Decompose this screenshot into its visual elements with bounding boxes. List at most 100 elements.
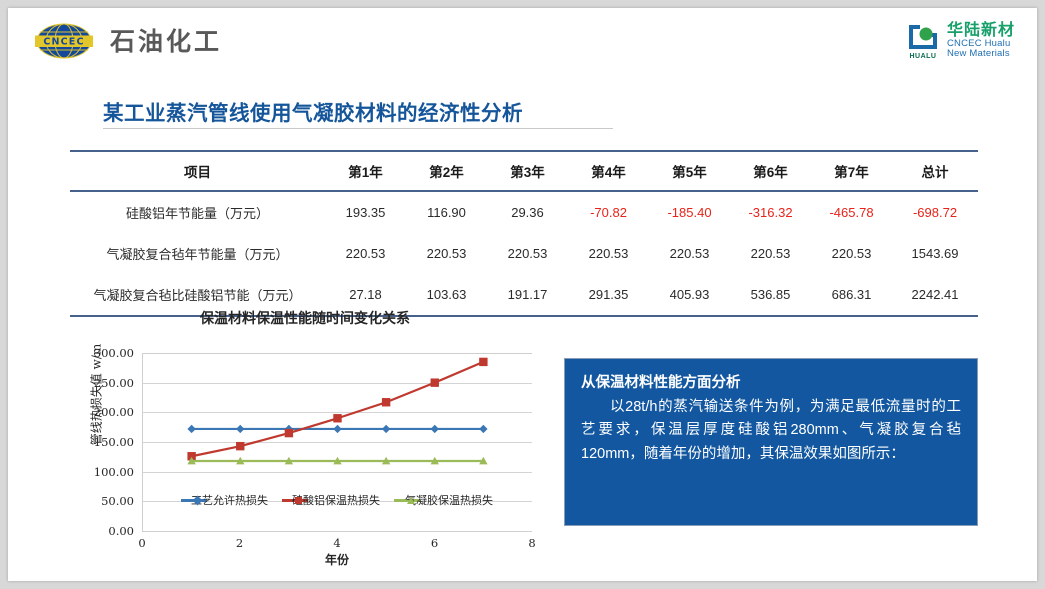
chart-y-tick: 100.00 bbox=[93, 464, 134, 479]
callout-heading: 从保温材料性能方面分析 bbox=[581, 375, 741, 391]
chart-data-point bbox=[333, 456, 342, 465]
chart-x-tick: 0 bbox=[138, 536, 146, 550]
hualu-logo-icon: HUALU bbox=[906, 22, 940, 60]
chart-data-point bbox=[187, 424, 196, 434]
chart-data-point bbox=[430, 424, 439, 434]
hualu-name-en-1: CNCEC Hualu bbox=[946, 38, 1011, 50]
chart-legend-item: 硅酸铝保温热损失 bbox=[282, 492, 380, 508]
legend-label: 气凝胶保温热损失 bbox=[405, 494, 493, 507]
chart-y-tick: 150.00 bbox=[93, 435, 134, 449]
table-cell: -316.32 bbox=[748, 205, 793, 220]
chart-y-tick: 250.00 bbox=[93, 375, 134, 390]
chart-data-point bbox=[430, 378, 439, 387]
chart-legend-item: 气凝胶保温热损失 bbox=[394, 492, 493, 508]
chart-data-point bbox=[284, 456, 294, 465]
chart-x-tick: 2 bbox=[235, 536, 244, 550]
chart-gridline bbox=[143, 501, 532, 503]
heat-loss-line-chart: 保温材料保温性能随时间变化关系 管线热损失值 w/m 0.00 50.00 100.… bbox=[70, 308, 540, 567]
legend-marker bbox=[407, 496, 415, 504]
chart-data-point bbox=[236, 456, 245, 465]
header-brand-left: CNCEC 石油化工 bbox=[28, 22, 222, 60]
table-row: 硅酸铝年节能量（万元） 193.35 116.90 29.36 -70.82 -185.4… bbox=[70, 191, 978, 233]
chart-data-point bbox=[187, 456, 196, 465]
page-title: 某工业蒸汽管线使用气凝胶材料的经济性分析 bbox=[103, 102, 523, 125]
chart-data-point bbox=[479, 424, 488, 434]
table-col-header: 第1年 bbox=[348, 165, 383, 180]
table-cell: 103.63 bbox=[426, 287, 467, 302]
chart-data-point bbox=[381, 398, 391, 407]
table-cell: 220.53 bbox=[588, 246, 629, 261]
table-row: 气凝胶复合毡比硅酸铝节能（万元） 27.18 103.63 191.17 291.35 4… bbox=[70, 274, 978, 316]
chart-gridline bbox=[143, 412, 532, 414]
table-cell: 191.17 bbox=[507, 287, 548, 302]
callout-body: 以28t/h的蒸汽输送条件为例，为满足最低流量时的工艺要求，保温层厚度硅酸铝28… bbox=[581, 399, 961, 462]
chart-title: 保温材料保温性能随时间变化关系 bbox=[200, 311, 410, 327]
chart-x-axis-label: 年份 bbox=[324, 553, 349, 567]
table-cell: 27.18 bbox=[349, 287, 382, 302]
chart-series-layer bbox=[187, 357, 488, 465]
chart-data-point bbox=[333, 424, 342, 434]
table-cell: -698.72 bbox=[912, 205, 958, 220]
chart-x-tick: 6 bbox=[430, 536, 439, 550]
table-cell: 116.90 bbox=[427, 205, 466, 220]
table-cell: 193.35 bbox=[345, 205, 386, 220]
table-col-header: 第5年 bbox=[672, 165, 707, 180]
analysis-callout-box: 从保温材料性能方面分析 以28t/h的蒸汽输送条件为例，为满足最低流量时的工艺要… bbox=[564, 358, 978, 526]
chart-data-point bbox=[236, 424, 245, 434]
chart-data-point bbox=[187, 452, 196, 461]
table-cell: 220.53 bbox=[426, 246, 467, 261]
chart-gridline bbox=[143, 382, 532, 384]
slide-canvas: CNCEC 石油化工 HUALU 华陆新材 CNCEC Hualu New Ma… bbox=[8, 8, 1037, 581]
chart-legend: 工艺允许热损失 硅酸铝保温热损失 气凝胶保温热损失 bbox=[148, 490, 526, 510]
chart-gridline bbox=[143, 471, 532, 473]
table-col-header: 第3年 bbox=[510, 165, 545, 180]
chart-y-tick: 50.00 bbox=[101, 494, 134, 509]
table-col-header: 总计 bbox=[921, 165, 949, 180]
chart-data-point bbox=[430, 456, 439, 465]
chart-x-tick: 4 bbox=[333, 536, 341, 550]
table-cell: 536.85 bbox=[750, 287, 791, 302]
table-col-header: 第2年 bbox=[429, 165, 464, 180]
table-cell: 1543.69 bbox=[911, 246, 959, 261]
chart-y-tick: 300.00 bbox=[93, 346, 134, 360]
chart-data-point bbox=[236, 441, 245, 451]
table-col-header: 第4年 bbox=[591, 165, 626, 180]
table-cell: 220.53 bbox=[507, 246, 548, 261]
header-brand-right: HUALU 华陆新材 CNCEC Hualu New Materials bbox=[906, 22, 1015, 60]
chart-x-tick: 8 bbox=[528, 536, 536, 550]
chart-data-point bbox=[381, 456, 391, 465]
table-cell: 291.35 bbox=[588, 287, 629, 302]
table-cell: 220.53 bbox=[750, 246, 791, 261]
table-col-header: 项目 bbox=[184, 165, 211, 180]
chart-data-point bbox=[284, 428, 294, 438]
table-col-header: 第6年 bbox=[753, 165, 788, 180]
legend-label: 硅酸铝保温热损失 bbox=[292, 494, 380, 507]
title-divider bbox=[103, 128, 613, 129]
chart-data-point bbox=[479, 357, 488, 367]
table-cell: 686.31 bbox=[831, 287, 872, 302]
legend-marker bbox=[295, 496, 302, 504]
svg-text:CNCEC: CNCEC bbox=[43, 37, 84, 48]
table-row-label: 气凝胶复合毡比硅酸铝节能（万元） bbox=[93, 288, 302, 303]
chart-y-tick: 200.00 bbox=[93, 405, 134, 420]
table-row-label: 气凝胶复合毡年节能量（万元） bbox=[106, 247, 289, 262]
table-header-row: 项目 第1年 第2年 第3年 第4年 第5年 第6年 第7年 总计 bbox=[70, 151, 978, 191]
chart-series-line bbox=[191, 360, 484, 458]
chart-data-point bbox=[333, 414, 342, 423]
chart-gridline bbox=[143, 442, 532, 443]
table-row: 气凝胶复合毡年节能量（万元） 220.53 220.53 220.53 220.53 22… bbox=[70, 233, 978, 274]
table-cell: 29.36 bbox=[511, 205, 544, 220]
table-cell: -185.40 bbox=[667, 205, 712, 220]
table-row-label: 硅酸铝年节能量（万元） bbox=[125, 206, 269, 221]
hualu-name-en-2: New Materials bbox=[946, 48, 1010, 60]
table-cell: -70.82 bbox=[590, 205, 627, 220]
legend-label: 工艺允许热损失 bbox=[191, 494, 268, 507]
economic-analysis-table: 项目 第1年 第2年 第3年 第4年 第5年 第6年 第7年 总计 硅酸铝年节能量（万元） 193… bbox=[70, 150, 978, 317]
chart-legend-item: 工艺允许热损失 bbox=[181, 492, 268, 508]
brand-name-cn: 石油化工 bbox=[110, 26, 223, 56]
chart-data-point bbox=[381, 424, 391, 434]
table-cell: 2242.41 bbox=[911, 287, 959, 302]
hualu-name-cn: 华陆新材 bbox=[946, 21, 1015, 39]
chart-x-axis-ticks: 0 2 4 6 8 bbox=[138, 536, 536, 550]
table-cell: 220.53 bbox=[669, 246, 710, 261]
